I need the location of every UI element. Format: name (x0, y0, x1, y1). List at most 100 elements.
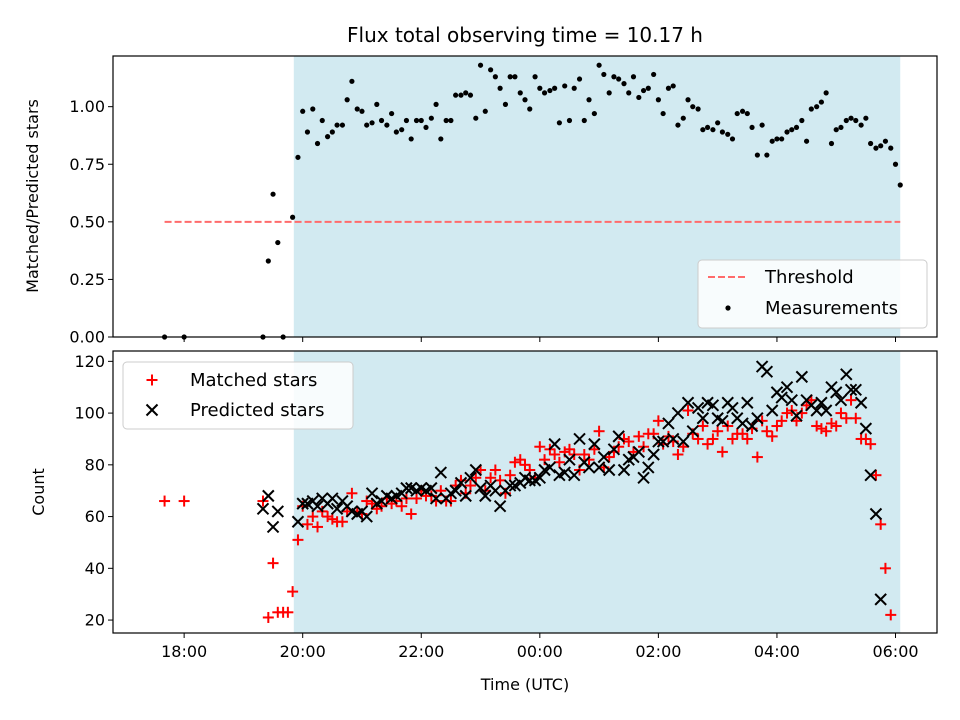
matched-stars-marker (870, 469, 882, 481)
matched-stars-marker (879, 562, 891, 574)
measurement-point (868, 140, 874, 147)
measurement-point (640, 87, 647, 94)
measurement-point (680, 115, 686, 121)
predicted-stars-marker (686, 424, 699, 438)
measurement-point (626, 90, 632, 96)
measurement-point (359, 108, 365, 114)
predicted-stars-marker (296, 497, 309, 510)
measurement-point (769, 138, 775, 144)
measurement-point (423, 124, 429, 131)
matched-stars-marker (702, 438, 714, 450)
measurement-point (799, 117, 805, 124)
predicted-stars-marker (819, 404, 833, 417)
predicted-stars-marker (543, 461, 557, 474)
predicted-stars-marker (706, 399, 720, 412)
matched-stars-marker (287, 586, 299, 598)
measurement-point (611, 74, 617, 80)
predicted-stars-marker (365, 487, 379, 500)
measurement-point (843, 117, 849, 124)
predicted-stars-marker (716, 414, 729, 428)
measurement-point (517, 90, 523, 96)
predicted-stars-marker (602, 463, 616, 477)
measurement-point (522, 97, 528, 103)
measurement-point (704, 124, 711, 131)
predicted-stars-marker (533, 471, 547, 484)
bottom-plot-area: 20 40 60 80 100 120 18:00 20:00 22:00 00:00 02:00 0… (74, 350, 938, 661)
matched-stars-marker (396, 500, 408, 512)
matched-stars-marker (549, 448, 561, 460)
measurement-point (378, 117, 385, 124)
predicted-stars-marker (400, 481, 413, 495)
measurement-point (319, 117, 325, 124)
measurement-point (586, 97, 592, 103)
measurement-point (670, 83, 676, 89)
top-plot-area: 0.00 0.25 0.50 0.75 1.00 Threshold Measurement… (69, 55, 938, 347)
measurement-point (739, 108, 746, 114)
predicted-stars-marker (493, 500, 507, 513)
measurement-point (892, 161, 899, 167)
measurement-point (784, 129, 790, 135)
predicted-stars-marker (489, 484, 502, 497)
matched-stars-marker (707, 433, 719, 445)
matched-stars-marker (312, 521, 324, 533)
matched-stars-marker (613, 441, 625, 453)
measurement-point (848, 115, 854, 121)
predicted-stars-marker (666, 432, 680, 446)
x-axis-label: Time (UTC) (480, 675, 569, 694)
measurement-point (265, 258, 271, 264)
predicted-stars-marker (360, 510, 373, 523)
legend-measurements-label: Measurements (765, 298, 898, 319)
predicted-stars-marker (503, 479, 517, 492)
measurement-point (690, 104, 696, 110)
measurement-point (729, 136, 736, 142)
measurement-point (310, 106, 316, 112)
matched-stars-marker (262, 611, 274, 623)
measurement-point (512, 74, 518, 80)
predicted-stars-marker (662, 417, 675, 430)
matched-stars-marker (682, 405, 694, 417)
matched-stars-marker (840, 412, 852, 424)
predicted-stars-marker (760, 365, 774, 378)
predicted-stars-marker (775, 391, 788, 404)
measurement-point (878, 143, 884, 149)
measurement-point (591, 110, 597, 117)
y-tick-label: 60 (85, 507, 105, 526)
predicted-stars-marker (637, 471, 650, 484)
predicted-stars-marker (449, 484, 462, 497)
predicted-stars-marker (597, 450, 611, 464)
measurement-point (793, 124, 800, 131)
measurement-point (369, 120, 375, 126)
matched-stars-marker (830, 420, 842, 432)
measurement-point (655, 97, 661, 103)
predicted-stars-marker (681, 396, 695, 409)
matched-stars-marker (672, 448, 684, 460)
matched-stars-marker (178, 495, 190, 507)
matched-stars-marker (737, 428, 749, 440)
measurement-point (606, 90, 612, 96)
predicted-stars-marker (291, 515, 305, 528)
predicted-stars-marker (810, 404, 823, 417)
matched-stars-marker (791, 415, 803, 427)
matched-stars-marker (588, 443, 600, 455)
axes-frame (112, 55, 938, 338)
measurement-point (334, 122, 340, 128)
measurement-point (502, 101, 509, 107)
measurement-point (290, 214, 296, 220)
predicted-stars-marker (588, 437, 601, 451)
matched-stars-marker (282, 606, 294, 618)
matched-stars-marker (514, 454, 526, 466)
predicted-stars-marker (607, 443, 621, 456)
predicted-stars-marker (844, 383, 858, 397)
matched-stars-marker (326, 513, 338, 525)
y-tick-label: 120 (74, 352, 105, 371)
measurement-point (833, 127, 839, 133)
y-tick-label: 80 (85, 455, 105, 474)
matched-stars-marker (405, 508, 417, 520)
predicted-stars-marker (849, 383, 862, 397)
predicted-stars-marker (677, 435, 690, 448)
matched-stars-marker (712, 425, 724, 437)
matched-stars-marker (766, 430, 778, 442)
observing-window-shade (293, 351, 901, 633)
y-tick-label: 0.75 (69, 155, 105, 174)
measurement-point (324, 134, 331, 140)
